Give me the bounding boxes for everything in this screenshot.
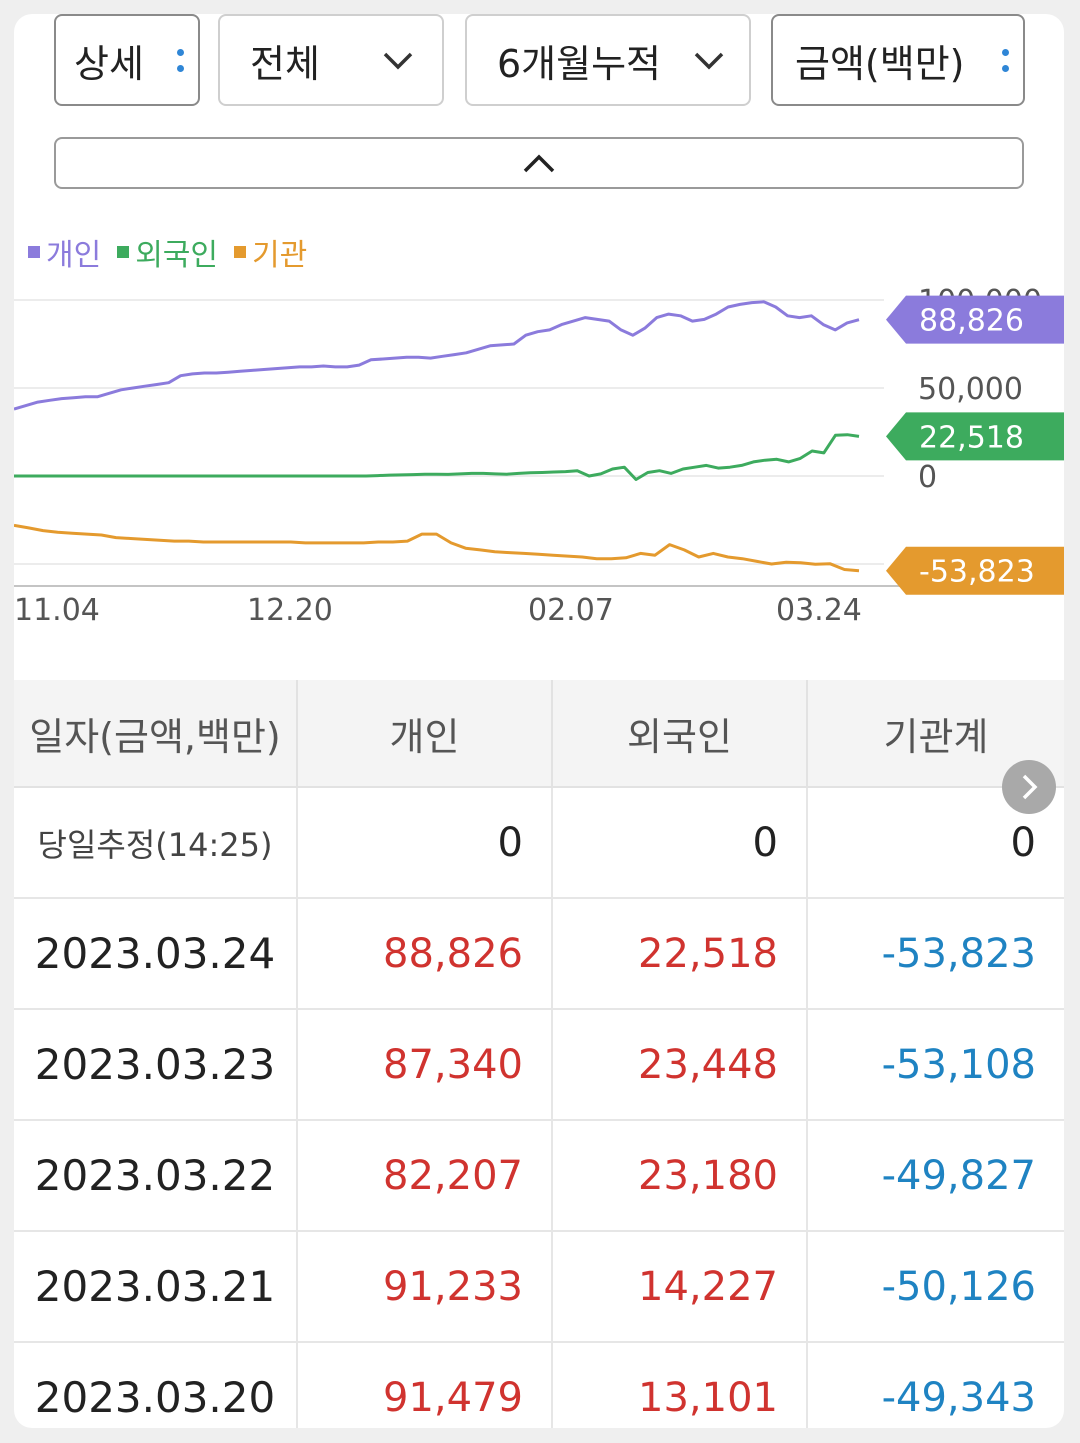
investor-table: 일자(금액,백만) 개인 외국인 기관계 당일추정(14:25) 0 0 0 2023.… <box>14 680 1064 1428</box>
row-institution: -49,343 <box>881 1374 1036 1421</box>
chevron-up-icon <box>523 154 555 173</box>
y-tick-label: 0 <box>918 460 937 495</box>
scope-label: 전체 <box>250 41 320 86</box>
legend-swatch <box>234 246 247 258</box>
row-individual: 88,826 <box>298 899 553 1008</box>
period-label: 6개월누적 <box>497 41 662 86</box>
chevron-down-icon <box>694 52 724 70</box>
x-tick-label: 12.20 <box>247 593 333 628</box>
table-row[interactable]: 2023.03.23 87,340 23,448 -53,108 <box>14 1010 1064 1121</box>
tag-label: 22,518 <box>919 420 1024 455</box>
detail-menu-button[interactable]: 상세 <box>54 14 200 106</box>
row-institution: -53,108 <box>881 1041 1036 1088</box>
filter-bar: 상세 전체 6개월누적 금액(백만) <box>54 14 1025 108</box>
table-row[interactable]: 2023.03.21 91,233 14,227 -50,126 <box>14 1232 1064 1343</box>
row-institution: 0 <box>1010 819 1036 866</box>
row-individual: 91,233 <box>298 1232 553 1341</box>
last-value-tag: 88,826 <box>886 295 1064 344</box>
table-row[interactable]: 2023.03.22 82,207 23,180 -49,827 <box>14 1121 1064 1232</box>
row-date: 당일추정(14:25) <box>14 788 298 897</box>
row-foreign: 0 <box>553 788 808 897</box>
row-individual: 0 <box>298 788 553 897</box>
more-vertical-icon <box>177 48 184 72</box>
row-date: 2023.03.21 <box>14 1232 298 1341</box>
header-institution: 기관계 <box>883 714 989 759</box>
row-institution: -53,823 <box>881 930 1036 977</box>
legend-item-foreign: 외국인 <box>117 230 218 274</box>
table-body: 당일추정(14:25) 0 0 0 2023.03.24 88,826 22,518 -53,… <box>14 788 1064 1428</box>
legend-item-institution: 기관 <box>234 230 307 274</box>
series-line <box>14 433 860 481</box>
detail-label: 상세 <box>74 41 144 86</box>
header-foreign: 외국인 <box>553 680 808 786</box>
chart-legend: 개인 외국인 기관 <box>28 230 307 274</box>
row-foreign: 23,448 <box>553 1010 808 1119</box>
last-value-tag: -53,823 <box>886 546 1064 595</box>
x-tick-label: 11.04 <box>14 593 100 628</box>
table-row[interactable]: 2023.03.20 91,479 13,101 -49,343 <box>14 1343 1064 1428</box>
table-row[interactable]: 2023.03.24 88,826 22,518 -53,823 <box>14 899 1064 1010</box>
tag-shape <box>886 295 1064 344</box>
y-tick-label: 50,000 <box>918 372 1023 407</box>
row-date: 2023.03.23 <box>14 1010 298 1119</box>
more-vertical-icon <box>1002 48 1009 72</box>
series-line <box>14 523 860 573</box>
tag-label: -53,823 <box>919 555 1035 590</box>
unit-label: 금액(백만) <box>795 41 965 86</box>
last-value-tag: 22,518 <box>886 412 1064 461</box>
chevron-right-icon <box>1022 774 1038 800</box>
x-tick-label: 03.24 <box>776 593 862 628</box>
legend-label: 개인 <box>46 238 102 273</box>
header-date: 일자(금액,백만) <box>14 680 298 786</box>
row-individual: 82,207 <box>298 1121 553 1230</box>
scope-select[interactable]: 전체 <box>218 14 444 106</box>
scroll-right-button[interactable] <box>1002 760 1056 814</box>
line-chart[interactable]: 100,00050,0000-50,00088,82622,518-53,823… <box>14 282 1064 632</box>
row-individual: 87,340 <box>298 1010 553 1119</box>
row-date: 2023.03.24 <box>14 899 298 1008</box>
header-individual: 개인 <box>298 680 553 786</box>
row-date: 2023.03.22 <box>14 1121 298 1230</box>
legend-label: 외국인 <box>135 238 219 273</box>
series-line <box>14 300 860 411</box>
legend-label: 기관 <box>252 238 308 273</box>
row-institution: -50,126 <box>881 1263 1036 1310</box>
table-header: 일자(금액,백만) 개인 외국인 기관계 <box>14 680 1064 788</box>
row-individual: 91,479 <box>298 1343 553 1428</box>
row-date: 2023.03.20 <box>14 1343 298 1428</box>
tag-shape <box>886 412 1064 461</box>
chevron-down-icon <box>383 52 413 70</box>
x-tick-label: 02.07 <box>528 593 614 628</box>
legend-swatch <box>28 246 40 258</box>
table-row[interactable]: 당일추정(14:25) 0 0 0 <box>14 788 1064 899</box>
row-foreign: 14,227 <box>553 1232 808 1341</box>
legend-swatch <box>117 246 130 258</box>
row-foreign: 13,101 <box>553 1343 808 1428</box>
period-select[interactable]: 6개월누적 <box>465 14 751 106</box>
legend-item-individual: 개인 <box>28 230 101 274</box>
tag-label: 88,826 <box>919 304 1024 339</box>
unit-menu-button[interactable]: 금액(백만) <box>771 14 1025 106</box>
tag-shape <box>886 546 1064 595</box>
row-foreign: 23,180 <box>553 1121 808 1230</box>
row-institution: -49,827 <box>881 1152 1036 1199</box>
collapse-chart-button[interactable] <box>54 137 1024 189</box>
investor-trend-card: 상세 전체 6개월누적 금액(백만) 개인 외국인 기관 <box>14 14 1064 1428</box>
row-foreign: 22,518 <box>553 899 808 1008</box>
